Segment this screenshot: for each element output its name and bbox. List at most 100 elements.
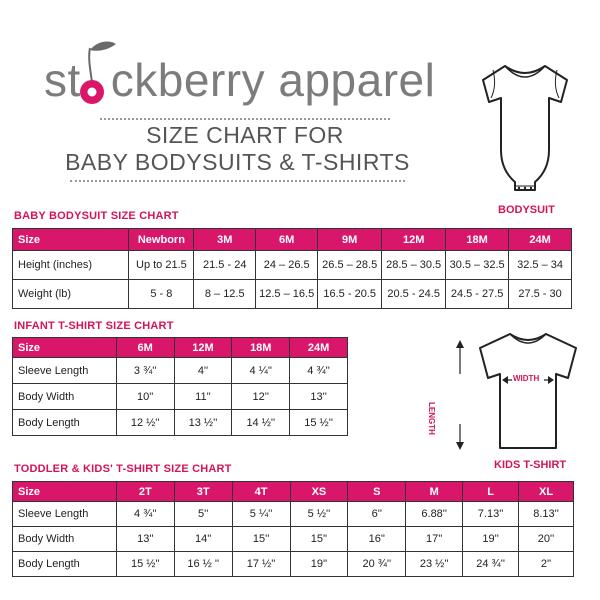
table-cell: 7.13'' [462,501,520,527]
header-cell: Size [12,337,117,358]
header-cell: 3T [173,481,233,502]
header-cell: 18M [231,337,291,358]
table-cell: 16.5 - 20.5 [317,279,383,309]
table-cell: 4'' [173,357,233,384]
table-cell: 4 ¾'' [115,501,175,527]
table-cell: 30.5 – 32.5 [445,250,510,280]
row-label: Sleeve Length [12,501,117,527]
table-cell: 11'' [173,383,233,410]
table-cell: 3 ¾'' [115,357,175,384]
row-label: Sleeve Length [12,357,117,384]
table-cell: 15'' [289,526,349,552]
table-cell: 8 – 12.5 [193,279,257,309]
table-cell: 20.5 - 24.5 [381,279,447,309]
bodysuit-size-table: Size Newborn 3M 6M 9M 12M 18M 24M Height… [11,228,572,309]
brand-name-start: st [44,54,81,106]
row-label: Height (inches) [11,250,130,280]
table-cell: 28.5 – 30.5 [381,250,447,280]
table-cell: 8.13'' [518,501,574,527]
table-cell: 32.5 – 34 [508,250,572,280]
table-cell: 17 ½'' [231,551,291,577]
header-cell: 6M [115,337,175,358]
header-cell: M [405,481,464,502]
table-cell: 12.5 – 16.5 [255,279,319,309]
table-cell: 15 ½'' [115,551,175,577]
header-cell: XS [289,481,349,502]
table-row: Weight (lb) 5 - 8 8 – 12.5 12.5 – 16.5 1… [11,279,572,309]
brand-logo: st ckberry apparel [44,52,435,112]
table-cell: 15'' [231,526,291,552]
table-row: Height (inches) Up to 21.5 21.5 - 24 24 … [11,250,572,280]
title-divider-top [100,118,390,120]
table-cell: 4 ¼'' [231,357,291,384]
toddler-size-table: Size 2T 3T 4T XS S M L XL Sleeve Length … [12,481,574,577]
bodysuit-label: BODYSUIT [498,204,555,216]
header-cell: Size [12,481,117,502]
table-cell: 19'' [289,551,349,577]
table-header-row: Size Newborn 3M 6M 9M 12M 18M 24M [11,228,572,251]
header-cell: 2T [115,481,175,502]
header-cell: Size [11,228,130,251]
kids-tshirt-icon [454,333,577,450]
infant-table-title: INFANT T-SHIRT SIZE CHART [14,320,174,332]
table-row: Body Length 12 ½'' 13 ½'' 14 ½'' 15 ½'' [12,409,348,436]
bodysuit-icon [482,65,568,191]
table-cell: 14 ½'' [231,409,291,436]
header-cell: 18M [445,228,510,251]
row-label: Body Width [12,526,117,552]
table-cell: 27.5 - 30 [508,279,572,309]
table-cell: 6.88'' [405,501,464,527]
table-cell: Up to 21.5 [128,250,195,280]
page-title-line2: BABY BODYSUITS & T-SHIRTS [65,149,410,175]
kids-tshirt-label: KIDS T-SHIRT [494,459,567,471]
page-title-line1: SIZE CHART FOR [146,122,344,148]
row-label: Body Length [12,551,117,577]
table-cell: 6'' [347,501,407,527]
table-cell: 16 ½ '' [173,551,233,577]
table-cell: 20'' [518,526,574,552]
length-label: LENGTH [427,402,436,435]
table-cell: 24 ¾'' [462,551,520,577]
header-cell: 12M [381,228,447,251]
brand-name-end: ckberry apparel [110,54,436,106]
table-cell: 13'' [289,383,348,410]
table-cell: 4 ¾'' [289,357,348,384]
header-cell: 12M [173,337,233,358]
table-cell: 5 - 8 [128,279,195,309]
table-header-row: Size 6M 12M 18M 24M [12,337,348,358]
table-header-row: Size 2T 3T 4T XS S M L XL [12,481,574,502]
table-cell: 5 ½'' [289,501,349,527]
width-label: WIDTH [513,374,540,383]
table-row: Body Width 10'' 11'' 12'' 13'' [12,383,348,410]
header-cell: S [347,481,407,502]
table-row: Body Width 13'' 14'' 15'' 15'' 16'' 17''… [12,526,574,552]
table-row: Body Length 15 ½'' 16 ½ '' 17 ½'' 19'' 2… [12,551,574,577]
infant-size-table: Size 6M 12M 18M 24M Sleeve Length 3 ¾'' … [12,337,348,436]
header-cell: 24M [508,228,572,251]
title-divider-bottom [70,180,405,182]
table-cell: 16'' [347,526,407,552]
table-cell: 19'' [462,526,520,552]
header-cell: 9M [317,228,383,251]
table-cell: 21.5 - 24 [193,250,257,280]
row-label: Body Length [12,409,117,436]
table-row: Sleeve Length 4 ¾'' 5'' 5 ¼'' 5 ½'' 6'' … [12,501,574,527]
table-cell: 10'' [115,383,175,410]
table-cell: 13'' [115,526,175,552]
brand-name: st ckberry apparel [44,52,435,108]
header-cell: 6M [255,228,319,251]
table-cell: 17'' [405,526,464,552]
table-cell: 23 ½'' [405,551,464,577]
row-label: Body Width [12,383,117,410]
header-cell: 24M [289,337,348,358]
table-cell: 12'' [231,383,291,410]
bodysuit-table-title: BABY BODYSUIT SIZE CHART [14,210,179,222]
table-cell: 2'' [518,551,574,577]
header-cell: Newborn [128,228,195,251]
table-cell: 26.5 – 28.5 [317,250,383,280]
table-row: Sleeve Length 3 ¾'' 4'' 4 ¼'' 4 ¾'' [12,357,348,384]
table-cell: 24 – 26.5 [255,250,319,280]
header-cell: L [462,481,520,502]
header-cell: XL [518,481,574,502]
table-cell: 13 ½'' [173,409,233,436]
